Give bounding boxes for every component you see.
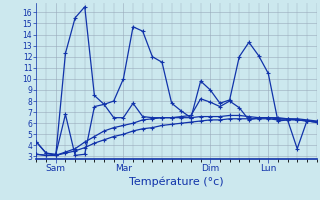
X-axis label: Température (°c): Température (°c) — [129, 176, 224, 187]
